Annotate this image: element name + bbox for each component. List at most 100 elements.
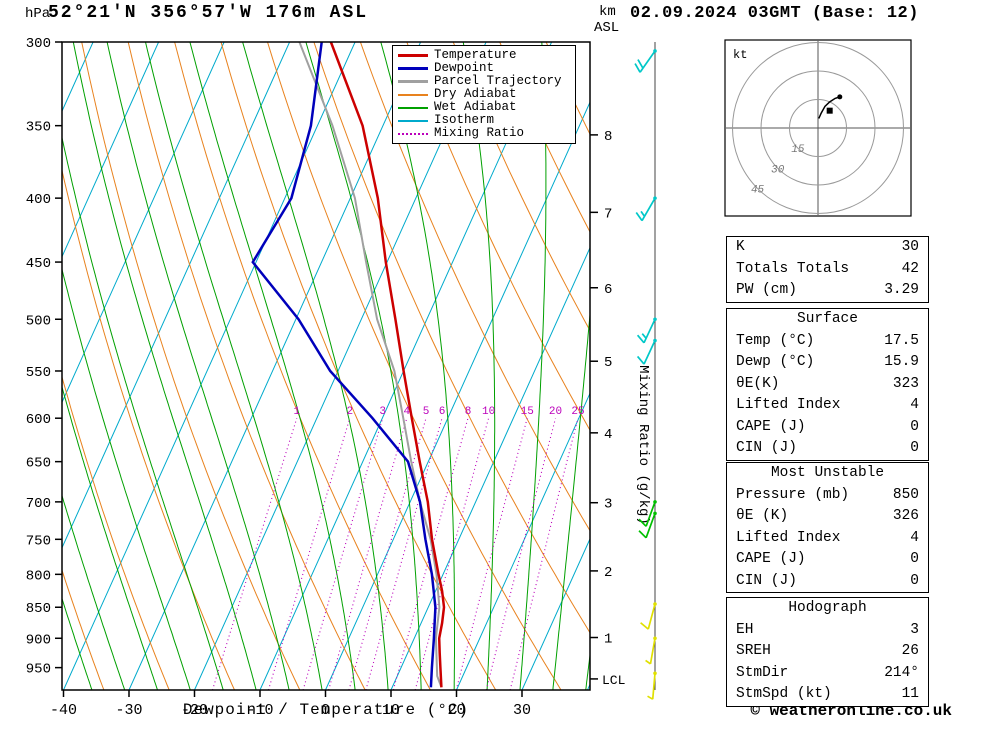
hodograph-plot: 15 30 45 xyxy=(726,41,910,215)
stat-label: Dewp (°C) xyxy=(736,354,815,370)
stat-value: 326 xyxy=(892,508,919,524)
mixing-ratio-value-label: 8 xyxy=(465,406,472,418)
pressure-tick-label: 650 xyxy=(26,456,51,472)
wet-adiabat-line xyxy=(106,42,290,690)
pressure-tick-label: 900 xyxy=(26,632,51,648)
isotherm-line xyxy=(62,42,291,549)
stat-label: StmSpd (kt) xyxy=(736,686,832,702)
altitude-tick-label: 7 xyxy=(604,206,612,222)
stat-value: 850 xyxy=(892,486,919,503)
hodograph-table: Hodograph EH 3 SREH 26 StmDir 214° StmSpd (… xyxy=(726,597,929,707)
stat-value: 11 xyxy=(901,686,919,702)
hodograph-unit-label: kt xyxy=(733,48,747,62)
altitude-axis-unit-asl: ASL xyxy=(594,20,620,36)
wet-adiabat-line xyxy=(552,308,590,690)
mixing-ratio-axis-label: Mixing Ratio (g/kg) xyxy=(635,365,651,525)
pressure-tick-label: 800 xyxy=(26,568,51,584)
table-row: θE (K) 326 xyxy=(727,506,928,528)
stat-label: CIN (J) xyxy=(736,440,797,456)
wet-adiabat-line xyxy=(72,42,257,690)
mixing-ratio-line xyxy=(365,418,443,690)
chart-legend: Temperature Dewpoint Parcel Trajectory D… xyxy=(392,45,576,144)
pressure-axis-unit: hPa xyxy=(25,6,51,22)
hodograph-ring-label: 30 xyxy=(771,164,785,176)
wet-adiabat-line xyxy=(585,650,590,690)
wind-barb xyxy=(634,49,657,73)
stat-value: 3 xyxy=(910,621,919,638)
most-unstable-table: Most Unstable Pressure (mb) 850 θE (K) 326… xyxy=(726,462,929,593)
dry-adiabat-line xyxy=(62,168,235,690)
altitude-tick-label: 8 xyxy=(604,129,612,145)
parcel-line-swatch xyxy=(398,80,428,83)
chart-datetime: 02.09.2024 03GMT (Base: 12) xyxy=(630,4,919,23)
x-axis-caption: Dewpoint / Temperature (°C) xyxy=(182,701,470,719)
pressure-tick-label: 350 xyxy=(26,120,51,136)
altitude-tick-label: 2 xyxy=(604,565,612,581)
mixing-ratio-line xyxy=(348,418,427,690)
stat-value: 30 xyxy=(901,239,919,255)
wind-barb xyxy=(647,671,657,700)
pressure-tick-label: 300 xyxy=(26,36,51,52)
mixing-ratio-line xyxy=(414,418,490,690)
copyright-credit: © weatheronline.co.uk xyxy=(750,702,952,720)
pressure-tick-label: 400 xyxy=(26,192,51,208)
wind-barb xyxy=(636,338,657,365)
legend-item-wet-adiabat: Wet Adiabat xyxy=(398,100,570,114)
isotherm-line xyxy=(62,42,160,258)
pressure-tick-label: 600 xyxy=(26,412,51,428)
isotherm-line xyxy=(128,42,422,690)
hodograph-ring xyxy=(732,42,904,214)
isotherm-line xyxy=(194,42,487,690)
stat-label: StmDir xyxy=(736,664,789,681)
pressure-tick-label: 700 xyxy=(26,496,51,512)
table-row: Temp (°C) 17.5 xyxy=(727,331,928,353)
stat-label: Totals Totals xyxy=(736,260,850,277)
stat-value: 26 xyxy=(901,643,919,659)
altitude-tick-label: 6 xyxy=(604,282,612,298)
altitude-tick-label: 1 xyxy=(604,632,612,648)
temperature-tick-label: -40 xyxy=(50,702,77,719)
hodograph-ring-label: 15 xyxy=(791,144,805,156)
hodograph-ring xyxy=(789,99,847,157)
table-row: Totals Totals 42 xyxy=(727,259,928,281)
legend-label: Dry Adiabat xyxy=(434,86,517,101)
isotherm-line xyxy=(0,42,28,690)
altitude-tick-label: 4 xyxy=(604,427,612,443)
wet-adiabat-line xyxy=(380,42,455,690)
stat-label: Lifted Index xyxy=(736,397,841,413)
table-row: Dewp (°C) 15.9 xyxy=(727,352,928,374)
isotherm-line xyxy=(456,392,590,690)
mixing-ratio-value-label: 3 xyxy=(379,406,386,418)
dry-adiabat-line xyxy=(359,42,590,532)
legend-label: Temperature xyxy=(434,47,517,62)
stat-value: 4 xyxy=(910,397,919,413)
stat-value: 3.29 xyxy=(884,282,919,298)
wet-adiabat-line xyxy=(62,267,191,690)
parcel-trajectory-curve xyxy=(298,42,443,688)
wet-adiabat-line-swatch xyxy=(398,106,428,109)
stat-value: 214° xyxy=(884,664,919,681)
isotherm-line xyxy=(521,537,590,690)
legend-label: Mixing Ratio xyxy=(434,125,525,140)
temperature-curve xyxy=(329,42,446,688)
mixing-ratio-line xyxy=(485,418,557,690)
plot-area: 1 2 3 4 5 6 8 10 15 20 25 xyxy=(0,42,590,690)
table-title: Surface xyxy=(797,311,858,327)
table-row: CIN (J) 0 xyxy=(727,438,928,460)
mixing-ratio-value-label: 20 xyxy=(549,406,562,418)
legend-item-temperature: Temperature xyxy=(398,47,570,62)
table-row: CAPE (J) 0 xyxy=(727,549,928,571)
stat-label: θE(K) xyxy=(736,375,780,392)
stat-label: θE (K) xyxy=(736,508,789,524)
wet-adiabat-line xyxy=(462,42,496,690)
isotherm-line xyxy=(63,42,356,690)
stat-value: 0 xyxy=(910,551,919,567)
pressure-tick-label: 550 xyxy=(26,365,51,381)
pressure-tick-label: 450 xyxy=(26,256,51,272)
wind-barb xyxy=(638,500,657,527)
mixing-ratio-value-label: 10 xyxy=(482,406,495,418)
stat-label: PW (cm) xyxy=(736,282,797,298)
stat-value: 0 xyxy=(910,418,919,435)
mixing-ratio-line xyxy=(455,418,528,690)
temperature-tick-label: 0 xyxy=(321,702,330,719)
